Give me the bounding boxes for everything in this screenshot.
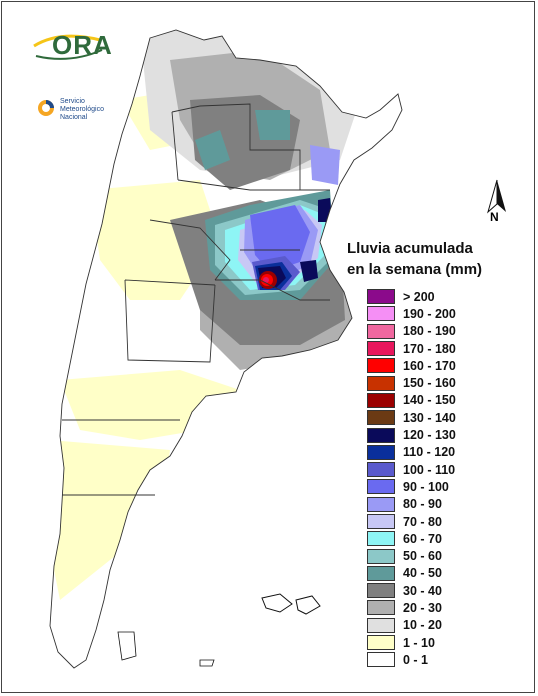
legend-item: 50 - 60 [367,547,456,564]
legend-swatch [367,635,395,651]
legend-label: 140 - 150 [403,393,456,408]
legend-label: 0 - 1 [403,652,429,667]
legend-item: 1 - 10 [367,634,456,651]
legend-item: 60 - 70 [367,530,456,547]
malvinas-islands [261,593,321,615]
legend-swatch [367,410,395,426]
legend-swatch [367,392,395,408]
tierra-del-fuego [117,631,215,667]
north-label: N [490,210,499,224]
legend-swatch [367,427,395,443]
legend-item: 140 - 150 [367,392,456,409]
legend-swatch [367,617,395,633]
province-borders [49,29,403,669]
ora-logo-text: ORA [52,30,113,60]
legend-label: 20 - 30 [403,600,442,615]
legend-label: 60 - 70 [403,531,442,546]
legend-swatch [367,289,395,305]
legend-item: 100 - 110 [367,461,456,478]
legend-label: 150 - 160 [403,376,456,391]
smn-logo-text: Servicio Meteorológico Nacional [60,98,104,121]
legend-item: 80 - 90 [367,496,456,513]
legend-swatch [367,514,395,529]
legend-item: 30 - 40 [367,582,456,599]
legend-swatch [367,375,395,391]
legend-item: 110 - 120 [367,444,456,461]
legend-item: 130 - 140 [367,409,456,426]
legend-item: 150 - 160 [367,374,456,391]
legend-label: 130 - 140 [403,410,456,425]
legend-label: 190 - 200 [403,306,456,321]
legend-label: 1 - 10 [403,635,435,650]
legend-swatch [367,565,395,581]
smn-logo-icon [38,100,54,116]
legend-item: 180 - 190 [367,323,456,340]
north-arrow-icon [487,179,506,214]
legend-swatch [367,306,395,322]
legend-item: 190 - 200 [367,305,456,322]
legend-swatch [367,358,395,374]
legend: > 200 190 - 200 180 - 190 170 - 180 160 - 17… [367,288,456,669]
legend-swatch [367,323,395,339]
legend-item: 20 - 30 [367,599,456,616]
legend-item: 10 - 20 [367,617,456,634]
legend-label: 90 - 100 [403,479,449,494]
legend-label: 30 - 40 [403,583,442,598]
legend-label: 100 - 110 [403,462,456,477]
legend-label: 120 - 130 [403,428,456,443]
legend-item: 160 - 170 [367,357,456,374]
legend-swatch [367,548,395,564]
legend-item: 170 - 180 [367,340,456,357]
ora-logo-icon [33,34,103,60]
legend-label: > 200 [403,289,435,304]
rainfall-fill [50,30,360,600]
legend-label: 80 - 90 [403,497,442,512]
legend-label: 110 - 120 [403,445,456,460]
legend-item: 90 - 100 [367,478,456,495]
legend-swatch [367,583,395,599]
legend-swatch [367,479,395,495]
legend-label: 50 - 60 [403,549,442,564]
legend-label: 40 - 50 [403,566,442,581]
legend-label: 180 - 190 [403,324,456,339]
legend-swatch [367,600,395,616]
legend-label: 160 - 170 [403,358,456,373]
legend-swatch [367,462,395,478]
legend-swatch [367,531,395,547]
legend-swatch [367,496,395,512]
legend-item: > 200 [367,288,456,305]
legend-item: 0 - 1 [367,651,456,668]
legend-label: 70 - 80 [403,514,442,529]
legend-title: Lluvia acumulada en la semana (mm) [347,240,483,278]
legend-item: 70 - 80 [367,513,456,530]
legend-swatch [367,444,395,460]
legend-swatch [367,652,395,668]
legend-item: 120 - 130 [367,426,456,443]
legend-label: 170 - 180 [403,341,456,356]
legend-label: 10 - 20 [403,618,442,633]
legend-swatch [367,341,395,357]
legend-item: 40 - 50 [367,565,456,582]
